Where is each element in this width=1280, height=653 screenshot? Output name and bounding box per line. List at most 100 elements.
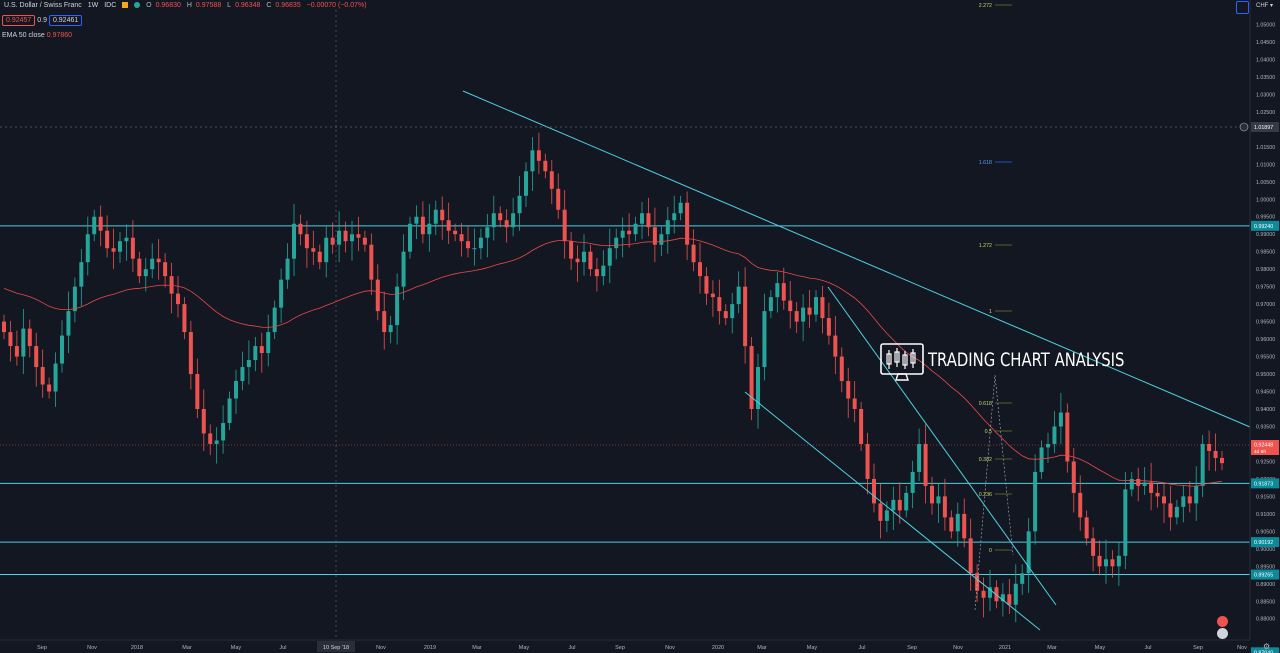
- x-tick-label: Nov: [1237, 645, 1247, 651]
- candle-body: [337, 230, 342, 245]
- chart-header: U.S. Dollar / Swiss Franc 1W IDC O 0.9683…: [4, 2, 367, 9]
- candle-body: [1194, 485, 1199, 504]
- fib-level-label: 2.272: [979, 3, 992, 9]
- candle-body: [672, 213, 677, 221]
- candle-body: [955, 513, 960, 532]
- candle-body: [640, 213, 644, 224]
- candle-body: [833, 335, 838, 357]
- candle-body: [1142, 482, 1147, 486]
- fib-level-label: 1.272: [979, 243, 992, 249]
- candle-body: [775, 283, 780, 298]
- candle-body: [665, 220, 670, 235]
- last-price-tag: [1251, 440, 1279, 455]
- candle-body: [111, 248, 116, 252]
- downtrend-line-upper: [462, 90, 1251, 428]
- y-tick-label: 0.94000: [1256, 407, 1275, 413]
- y-tick-label: 1.04000: [1256, 57, 1275, 63]
- indicator-legend[interactable]: EMA 50 close 0.97860: [2, 32, 72, 39]
- currency-selector[interactable]: CHF ▾: [1256, 3, 1274, 9]
- interval[interactable]: 1W: [87, 2, 99, 9]
- settings-gear-icon[interactable]: ⚙: [1263, 642, 1271, 651]
- candle-body: [627, 230, 632, 235]
- candle-body: [118, 241, 122, 252]
- x-tick-label: Mar: [472, 645, 482, 651]
- watermark: TRADING CHART ANALYSIS: [880, 343, 1130, 383]
- candle-body: [498, 213, 503, 221]
- level-price-label: 0.90192: [1254, 540, 1273, 546]
- candle-body: [633, 223, 638, 235]
- bid-button[interactable]: 0.92457: [2, 15, 36, 26]
- x-tick-label: Nov: [665, 645, 675, 651]
- candle-body: [652, 227, 657, 245]
- candle-body: [1091, 538, 1096, 556]
- calendar-icon[interactable]: [1217, 628, 1228, 639]
- level-price-tag: [1251, 220, 1279, 231]
- candle-body: [1065, 412, 1070, 462]
- candle-body: [453, 230, 458, 235]
- candle-body: [446, 220, 451, 231]
- candle-body: [904, 492, 909, 511]
- candle-body: [137, 258, 142, 277]
- candle-body: [266, 332, 271, 354]
- candle-body: [1078, 492, 1083, 518]
- candlestick-series: [2, 132, 1224, 623]
- sync-icon[interactable]: [1236, 1, 1249, 14]
- candle-body: [350, 234, 354, 242]
- candle-body: [414, 216, 419, 224]
- candle-body: [182, 304, 187, 333]
- candle-body: [1039, 447, 1044, 472]
- crosshair-price-label: 1.01897: [1254, 125, 1273, 131]
- candle-body: [1013, 583, 1018, 605]
- chevron-down-icon: ▾: [1270, 3, 1274, 9]
- candle-body: [768, 297, 773, 312]
- candle-body: [872, 478, 876, 504]
- y-tick-label: 0.90000: [1256, 547, 1275, 553]
- candle-body: [156, 258, 161, 263]
- x-tick-label: Sep: [37, 645, 47, 651]
- fib-anchor-path: [974, 374, 1014, 611]
- candle-body: [324, 237, 329, 263]
- change-value: −0.00070 (−0.07%): [306, 2, 367, 9]
- market-status-icon: [134, 2, 141, 9]
- symbol-name[interactable]: U.S. Dollar / Swiss Franc: [4, 2, 82, 9]
- y-tick-label: 0.88500: [1256, 599, 1275, 605]
- candle-body: [408, 223, 412, 252]
- ask-button[interactable]: 0.92461: [48, 15, 83, 26]
- candle-body: [79, 262, 84, 287]
- candle-body: [330, 237, 335, 245]
- plot-area[interactable]: [0, 0, 1250, 640]
- candle-body: [485, 227, 490, 238]
- last-price-label: 0.92448: [1254, 443, 1273, 449]
- y-tick-label: 1.01000: [1256, 162, 1275, 168]
- candle-body: [1181, 496, 1186, 507]
- x-tick-label: Sep: [615, 645, 625, 651]
- candle-body: [588, 251, 593, 270]
- candle-body: [221, 422, 226, 441]
- x-axis-ticks: Sep Nov 2018 Mar May Jul 10 Sep '18 Nov 2019 Mar M…: [37, 641, 1247, 652]
- x-tick-label: Jul: [568, 645, 575, 651]
- flag-icon[interactable]: [122, 2, 129, 9]
- candle-body: [72, 286, 77, 312]
- level-price-tag: [1251, 478, 1279, 489]
- time-axis[interactable]: [0, 640, 1250, 653]
- alert-button[interactable]: [1217, 616, 1228, 627]
- candle-body: [781, 283, 786, 301]
- candle-body: [678, 202, 683, 214]
- y-tick-label: 1.05000: [1256, 22, 1275, 28]
- candle-body: [420, 216, 425, 235]
- candle-body: [304, 234, 309, 249]
- x-tick-label: 2018: [131, 645, 143, 651]
- candle-body: [859, 408, 864, 444]
- candle-body: [27, 328, 32, 347]
- candle-body: [466, 241, 470, 249]
- candle-body: [981, 590, 986, 598]
- x-tick-label: Nov: [87, 645, 97, 651]
- y-tick-label: 0.89500: [1256, 564, 1275, 570]
- x-tick-label: Nov: [376, 645, 386, 651]
- candle-body: [936, 496, 941, 504]
- candle-body: [311, 248, 316, 252]
- candle-body: [195, 374, 200, 409]
- exchange: IDC: [104, 2, 117, 9]
- y-tick-label: 0.95500: [1256, 355, 1275, 361]
